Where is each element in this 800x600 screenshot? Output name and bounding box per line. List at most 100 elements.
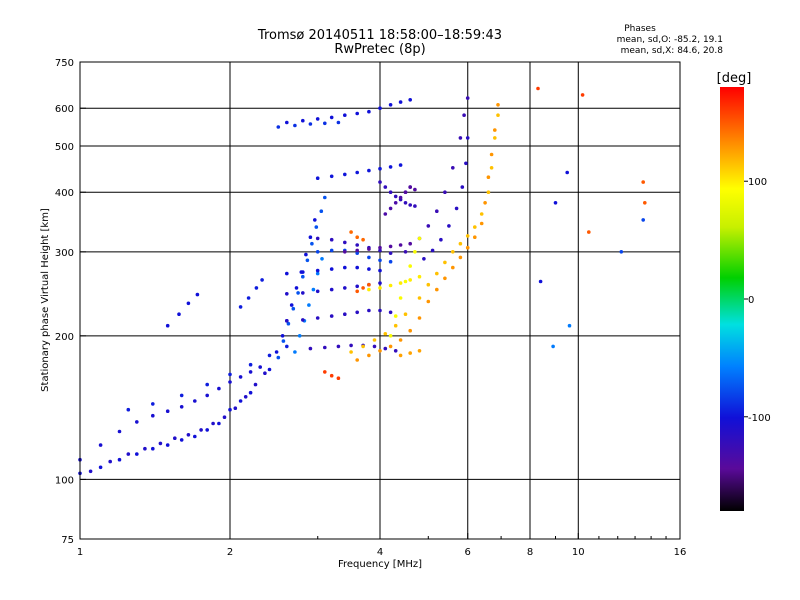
data-point <box>329 287 334 292</box>
colorbar-tick-label: 100 <box>748 177 767 188</box>
data-point <box>551 344 555 349</box>
data-point <box>285 120 289 125</box>
data-point <box>417 236 422 241</box>
y-tick-label: 75 <box>61 535 74 546</box>
data-point <box>315 250 320 254</box>
data-point <box>323 121 327 126</box>
data-point <box>165 443 170 447</box>
data-point <box>343 240 347 245</box>
data-point <box>403 250 408 254</box>
data-point <box>388 334 393 338</box>
phase-stats-x: mean, sd,X: 84.6, 20.8 <box>621 46 724 56</box>
data-point <box>329 115 334 120</box>
data-point <box>98 443 103 447</box>
data-point <box>454 206 459 211</box>
data-point <box>211 421 215 426</box>
data-point <box>451 265 455 270</box>
y-tick-label: 300 <box>55 248 74 259</box>
data-point <box>378 308 382 313</box>
data-point <box>301 118 305 123</box>
data-point <box>367 255 371 260</box>
data-point <box>408 203 413 207</box>
data-point <box>378 106 382 110</box>
data-point <box>367 282 371 287</box>
data-point <box>398 100 403 104</box>
data-point <box>228 380 232 384</box>
data-point <box>323 370 327 374</box>
data-point <box>403 312 408 317</box>
data-point <box>565 170 569 175</box>
data-point <box>355 284 360 289</box>
data-point <box>254 286 259 290</box>
data-point <box>447 224 451 228</box>
data-point <box>315 316 320 320</box>
data-point <box>276 125 281 129</box>
data-point <box>222 415 227 420</box>
data-point <box>301 270 305 274</box>
data-point <box>276 355 281 360</box>
plot-frame <box>79 61 681 540</box>
data-point <box>260 278 264 282</box>
data-point <box>403 279 408 284</box>
data-point <box>465 245 470 250</box>
data-point <box>417 349 422 353</box>
y-tick-label: 400 <box>55 188 74 199</box>
x-tick-label: 16 <box>674 547 687 558</box>
x-tick-label: 1 <box>77 547 83 558</box>
data-point <box>315 289 320 294</box>
data-point <box>483 201 487 205</box>
data-point <box>417 296 422 300</box>
chart-subtitle: RwPretec (8p) <box>334 42 425 57</box>
data-point <box>355 265 360 270</box>
data-point <box>315 236 320 241</box>
data-point <box>383 212 388 216</box>
phase-stats-o: mean, sd,O: -85.2, 19.1 <box>617 35 723 45</box>
data-point <box>349 343 353 348</box>
data-point <box>329 373 334 378</box>
data-point <box>388 206 393 211</box>
data-point <box>355 243 360 247</box>
data-point <box>403 201 408 205</box>
data-point <box>417 274 422 279</box>
data-point <box>304 252 308 257</box>
data-point <box>473 235 477 239</box>
data-point <box>493 128 497 132</box>
data-point <box>426 282 431 287</box>
x-axis-label: Frequency [MHz] <box>338 559 422 570</box>
data-point <box>435 209 439 213</box>
data-point <box>435 271 439 276</box>
data-point <box>398 338 403 342</box>
data-point <box>336 120 341 125</box>
colorbar-tick-label: -100 <box>748 413 771 424</box>
data-point <box>248 390 253 395</box>
data-point <box>238 375 243 379</box>
data-point <box>151 413 155 418</box>
data-point <box>383 346 388 351</box>
data-point <box>486 190 491 194</box>
data-point <box>388 344 393 349</box>
data-point <box>458 136 463 140</box>
data-point <box>355 358 360 362</box>
data-point <box>443 260 447 265</box>
data-point <box>393 201 398 205</box>
data-point <box>355 248 360 253</box>
data-point <box>301 291 305 295</box>
data-point <box>320 257 324 261</box>
y-axis-label: Stationary phase Virtual Height [km] <box>40 208 51 392</box>
data-point <box>355 111 360 116</box>
data-point <box>383 332 388 336</box>
data-point <box>267 367 272 372</box>
data-point <box>388 165 393 169</box>
data-point <box>489 152 494 157</box>
data-point <box>641 218 645 222</box>
data-point <box>329 248 334 253</box>
data-point <box>361 286 365 290</box>
data-point <box>398 296 403 300</box>
data-point <box>465 234 470 238</box>
data-point <box>248 370 253 374</box>
data-point <box>408 241 413 246</box>
data-point <box>378 248 382 253</box>
data-point <box>378 268 382 273</box>
data-point <box>398 195 403 200</box>
